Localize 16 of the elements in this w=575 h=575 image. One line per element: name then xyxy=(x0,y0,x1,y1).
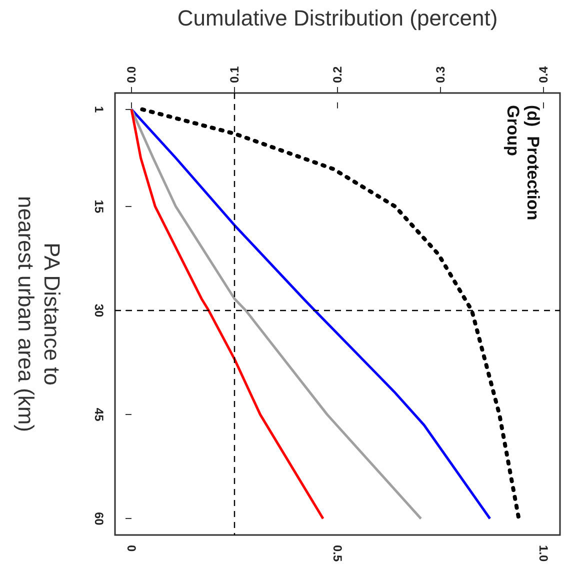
x2-tick-label: 0.2 xyxy=(330,66,344,83)
y-tick-label: 45 xyxy=(92,408,106,422)
x2-tick-label: 0.4 xyxy=(536,66,551,83)
y-tick-label: 30 xyxy=(92,304,106,318)
y-tick-label: 1 xyxy=(92,106,106,114)
x-tick-label: 0 xyxy=(124,545,138,552)
x2-tick-label: 0.1 xyxy=(227,66,242,83)
x2-axis-title: Cumulative Distribution (percent) xyxy=(177,6,498,30)
x-tick-label: 1.0 xyxy=(536,545,551,562)
x2-tick-label: 0.3 xyxy=(434,66,448,83)
y-tick-label: 60 xyxy=(92,512,106,526)
y-tick-label: 15 xyxy=(92,200,106,214)
y-axis-title: PA Distance to nearest urban area (km) xyxy=(14,196,64,432)
annotation: (d) Protection Group xyxy=(504,105,542,220)
x-tick-label: 0.5 xyxy=(330,545,344,562)
x2-tick-label: 0.0 xyxy=(124,66,138,83)
